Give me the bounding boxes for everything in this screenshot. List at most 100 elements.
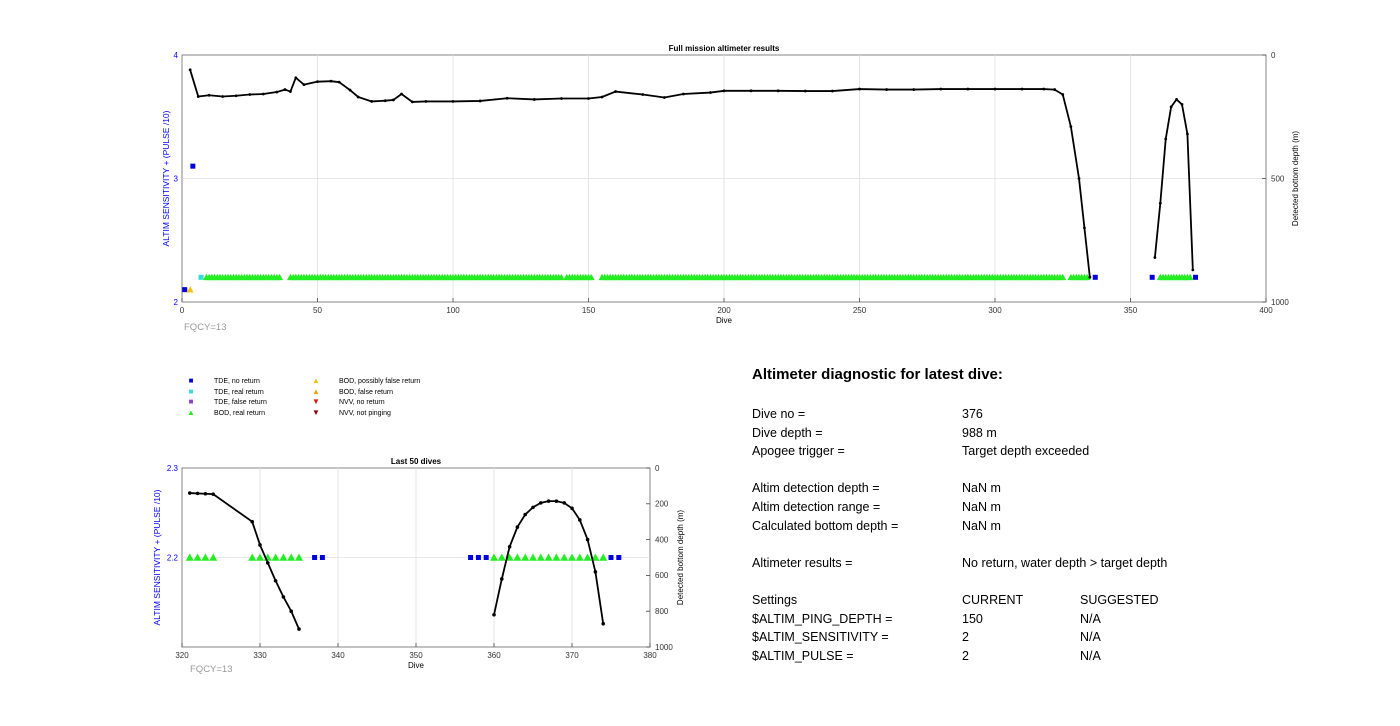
- bod-real-return-marker: [599, 553, 608, 561]
- legend-marker: ■: [188, 397, 194, 406]
- y-tick-label: 2: [174, 298, 179, 307]
- depth-point: [587, 97, 590, 100]
- depth-point: [356, 95, 360, 99]
- last-50-dives-chart: 320 330 340 350 360 370 380 2.2 2.3 1000 800 600 400…: [152, 457, 685, 675]
- setting-current: 2: [962, 630, 969, 645]
- depth-point: [424, 100, 428, 103]
- x-tick-label: 50: [313, 306, 322, 315]
- bod-real-return-marker: [287, 553, 296, 561]
- bod-real-return-marker: [560, 553, 569, 561]
- setting-name: $ALTIM_SENSITIVITY =: [752, 630, 889, 645]
- depth-point: [593, 570, 598, 574]
- depth-point: [614, 90, 617, 93]
- y-tick-label: 3: [174, 174, 179, 183]
- calculated-bottom-depth-row: Calculated bottom depth = NaN m: [752, 517, 1272, 536]
- setting-current: 2: [962, 648, 969, 663]
- bod-real-return-marker: [536, 553, 545, 561]
- x-tick-label: 340: [331, 651, 345, 660]
- depth-point: [831, 89, 834, 93]
- bod-real-return-marker: [591, 553, 600, 561]
- tde-no-return-marker: [475, 555, 481, 560]
- y2-tick-label: 0: [1271, 51, 1276, 60]
- depth-point: [1186, 132, 1189, 136]
- depth-point: [803, 89, 807, 93]
- legend-marker: ▲: [312, 386, 320, 396]
- x-tick-label: 100: [446, 306, 460, 315]
- depth-point: [1191, 268, 1195, 272]
- bod-real-return-marker: [295, 553, 303, 561]
- tde-no-return-marker: [312, 555, 318, 560]
- depth-point: [221, 95, 225, 98]
- x-tick-label: 350: [1124, 306, 1138, 315]
- depth-point: [302, 83, 306, 87]
- apogee-trigger-value: Target depth exceeded: [962, 444, 1090, 459]
- depth-point: [858, 87, 861, 91]
- depth-point: [294, 76, 298, 80]
- y2-tick-label: 500: [1271, 174, 1285, 183]
- depth-point: [532, 98, 536, 101]
- depth-point: [554, 499, 559, 503]
- depth-point: [507, 544, 512, 549]
- bod-real-return-marker: [513, 553, 522, 561]
- chart-title: Full mission altimeter results: [669, 44, 780, 53]
- x-tick-label: 360: [487, 651, 501, 660]
- apogee-trigger-label: Apogee trigger =: [752, 444, 845, 459]
- depth-point: [261, 92, 265, 96]
- depth-point: [722, 89, 726, 93]
- bod-real-return-marker: [521, 553, 530, 561]
- bod-real-return-marker: [185, 553, 194, 561]
- bod-real-return-marker: [248, 553, 257, 561]
- tde-no-return-marker: [1149, 274, 1155, 280]
- legend-marker: ▼: [312, 397, 320, 406]
- bod-real-return-marker: [1083, 273, 1091, 281]
- setting-suggested: N/A: [1080, 611, 1101, 626]
- depth-point: [188, 491, 192, 495]
- y2-tick-label: 800: [655, 607, 669, 616]
- altimeter-results-value: No return, water depth > target depth: [962, 555, 1168, 570]
- depth-point: [546, 499, 551, 503]
- x-axis-label: Dive: [716, 316, 733, 325]
- fqcy-annotation: FQCY=13: [190, 664, 233, 675]
- depth-point: [1061, 93, 1065, 96]
- legend-label: BOD, real return: [214, 409, 265, 417]
- altim-detection-range-row: Altim detection range = NaN m: [752, 498, 1272, 517]
- legend-label: BOD, false return: [339, 388, 394, 396]
- depth-point: [912, 88, 916, 91]
- bod-real-return-marker: [544, 553, 553, 561]
- depth-point: [601, 621, 605, 626]
- tde-no-return-marker: [1193, 274, 1199, 280]
- y-tick-label: 4: [174, 51, 179, 60]
- y-tick-label: 2.2: [167, 553, 179, 562]
- depth-point: [562, 501, 566, 505]
- setting-row: $ALTIM_PULSE = 2 N/A: [752, 647, 1272, 666]
- depth-point: [578, 518, 582, 522]
- depth-point: [681, 92, 685, 96]
- depth-point: [383, 99, 387, 103]
- dive-no-value: 376: [962, 407, 983, 421]
- depth-point: [560, 97, 563, 100]
- setting-suggested: N/A: [1080, 648, 1101, 663]
- depth-point: [523, 512, 527, 517]
- tde-no-return-marker: [483, 555, 489, 560]
- x-tick-label: 320: [175, 651, 189, 660]
- depth-point: [400, 92, 403, 96]
- bod-real-return-marker: [497, 553, 506, 561]
- depth-point: [451, 100, 455, 103]
- legend-item: ▼ NVV, not pinging: [311, 408, 391, 418]
- y2-axis-label: Detected bottom depth (m): [676, 510, 685, 605]
- calculated-bottom-depth-label: Calculated bottom depth =: [752, 518, 899, 533]
- settings-header-current: CURRENT: [962, 592, 1024, 607]
- fqcy-annotation: FQCY=13: [184, 322, 227, 333]
- bod-real-return-marker: [201, 553, 210, 561]
- chart-title: Last 50 dives: [391, 457, 442, 466]
- legend-label: TDE, real return: [214, 388, 264, 396]
- bod-real-return-marker: [279, 553, 288, 561]
- y2-tick-label: 1000: [655, 643, 673, 652]
- depth-point: [539, 501, 543, 505]
- y-axis-label: ALTIM SENSITIVITY + (PULSE /10): [152, 489, 162, 625]
- x-tick-label: 330: [253, 651, 267, 660]
- legend-marker: ■: [188, 376, 194, 385]
- depth-point: [391, 98, 395, 102]
- dive-no-label: Dive no =: [752, 407, 806, 421]
- depth-point: [196, 95, 200, 98]
